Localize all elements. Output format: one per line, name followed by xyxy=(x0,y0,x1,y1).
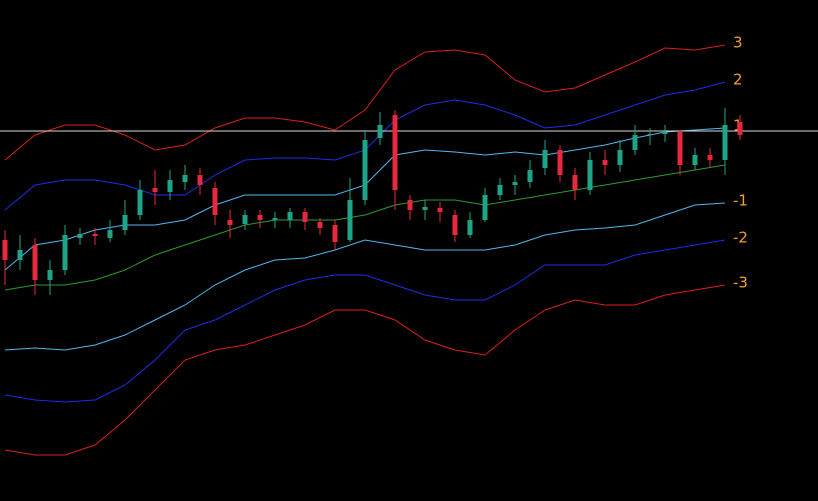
band-label: -2 xyxy=(733,229,748,247)
candle-body xyxy=(662,132,668,134)
candle-body xyxy=(77,234,83,238)
candle-body xyxy=(422,207,428,210)
candle-body xyxy=(377,125,383,138)
candle-body xyxy=(482,195,488,220)
band-label: 2 xyxy=(733,71,743,89)
candle-body xyxy=(347,200,353,240)
candle-body xyxy=(617,150,623,165)
candle-body xyxy=(362,140,368,200)
band-line xyxy=(4,44,726,161)
candle-body xyxy=(317,222,323,228)
band-label: 3 xyxy=(733,34,743,52)
candle-body xyxy=(647,134,653,135)
candle-body xyxy=(632,135,638,150)
candle-body xyxy=(527,170,533,182)
candle-body xyxy=(467,220,473,235)
candle-body xyxy=(707,155,713,160)
candle-body xyxy=(272,218,278,220)
candle-body xyxy=(557,150,563,175)
candle-body xyxy=(137,190,143,215)
band-label: -1 xyxy=(733,192,748,210)
candle-body xyxy=(572,175,578,190)
candle-body xyxy=(737,122,743,135)
candle-body xyxy=(542,150,548,168)
candle-body xyxy=(242,215,248,224)
candle-body xyxy=(602,160,608,165)
candle-body xyxy=(392,115,398,190)
candle-body xyxy=(497,185,503,195)
candle-body xyxy=(182,175,188,182)
candle-body xyxy=(512,182,518,185)
candle-body xyxy=(212,188,218,215)
candle-body xyxy=(47,270,53,280)
candle-body xyxy=(167,180,173,192)
candle-body xyxy=(17,250,23,260)
candle-body xyxy=(107,230,113,238)
candle-body xyxy=(332,225,338,242)
candle-body xyxy=(302,212,308,222)
candle-body xyxy=(437,208,443,212)
band-line xyxy=(4,284,726,456)
candle-body xyxy=(32,245,38,280)
candle-body xyxy=(62,235,68,270)
candle-body xyxy=(587,160,593,190)
candle-body xyxy=(722,125,728,160)
candle-body xyxy=(677,132,683,165)
band-label: -3 xyxy=(733,274,748,292)
band-line xyxy=(4,164,726,291)
candle-body xyxy=(197,175,203,185)
candle-body xyxy=(92,234,98,236)
candle-body xyxy=(287,212,293,220)
candle-body xyxy=(122,215,128,230)
band-line xyxy=(4,239,726,403)
candle-body xyxy=(257,215,263,220)
candle-body xyxy=(407,200,413,210)
candle-body xyxy=(227,220,233,225)
band-line xyxy=(4,202,726,351)
candle-body xyxy=(692,155,698,165)
candle-body xyxy=(452,215,458,235)
candle-body xyxy=(2,240,8,260)
candle-body xyxy=(152,188,158,192)
